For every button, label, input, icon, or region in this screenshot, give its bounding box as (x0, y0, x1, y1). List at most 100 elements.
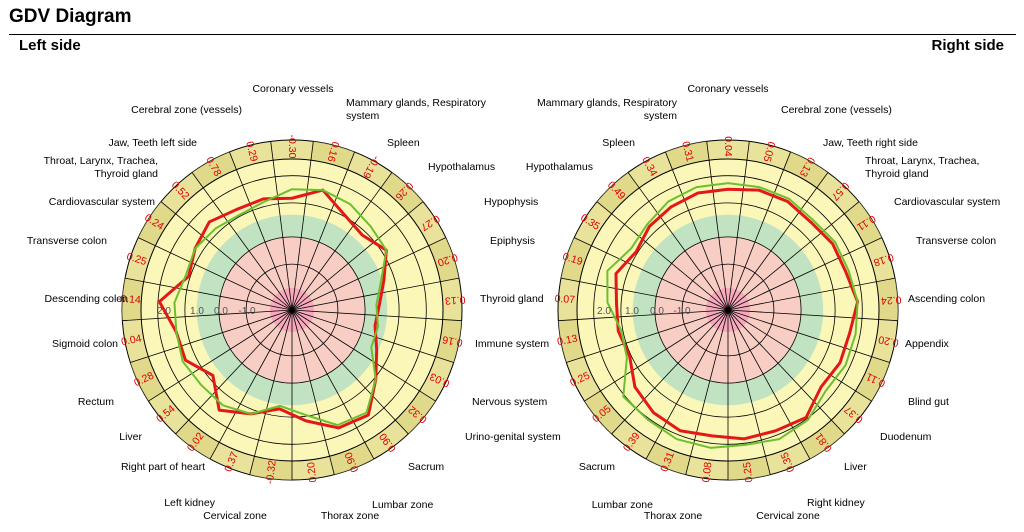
sector-label: Cerebral zone (vessels) (781, 104, 892, 116)
sector-value: 0.25 (741, 461, 755, 483)
sector-divider (291, 309, 335, 475)
rim-sector-shade (855, 356, 890, 402)
scale-label: -1.0 (238, 306, 256, 317)
sector-divider (645, 309, 729, 460)
rim-sector-shade (597, 172, 640, 214)
sector-label: Sacrum (579, 461, 615, 473)
right-side-radar-chart: 0.040.310.340.490.350.190.070.130.250.05… (526, 83, 1001, 522)
sector-divider (627, 172, 729, 311)
scale-label: 0.0 (650, 306, 664, 317)
sector-label: Liver (844, 461, 867, 473)
sector-divider (685, 309, 729, 475)
sector-label: Lumbar zone (372, 499, 433, 511)
sector-label: Thyroid gland (480, 293, 544, 305)
sector-label: Cerebral zone (vessels) (131, 104, 242, 116)
sector-label: Ascending colon (908, 293, 985, 305)
sector-divider (727, 309, 811, 460)
sector-label-line2: system (346, 110, 380, 122)
sector-label-line2: Thyroid gland (865, 168, 929, 180)
sector-label: Immune system (475, 338, 549, 350)
sector-value: 0.08 (700, 461, 714, 483)
scale-label: 1.0 (190, 306, 204, 317)
sector-divider (160, 201, 293, 311)
sector-divider (291, 309, 409, 435)
sector-value: -0.32 (264, 459, 279, 484)
sector-label: Descending colon (45, 293, 129, 305)
left-side-heading: Left side (19, 37, 81, 54)
sector-divider (209, 309, 293, 460)
sector-label: Left kidney (164, 497, 216, 509)
page-title: GDV Diagram (9, 6, 132, 27)
sector-label: Throat, Larynx, Trachea, (865, 155, 979, 167)
sector-label: Jaw, Teeth right side (823, 137, 918, 149)
sector-divider (611, 309, 729, 435)
sector-value: 0.16 (441, 333, 463, 349)
sector-divider (727, 172, 829, 311)
sector-label-line2: system (644, 110, 678, 122)
sector-label: Sacrum (408, 461, 444, 473)
sector-divider (130, 309, 293, 363)
sector-divider (727, 309, 890, 363)
title-divider (9, 34, 1016, 35)
sector-divider (558, 309, 729, 322)
sector-divider (291, 309, 436, 402)
sector-divider (148, 309, 293, 402)
sector-label: Jaw, Teeth left side (108, 137, 197, 149)
sector-label: Transverse colon (916, 235, 996, 247)
sector-divider (122, 309, 293, 322)
sector-divider (727, 141, 750, 311)
sector-divider (291, 151, 355, 311)
sector-divider (291, 309, 454, 363)
green-series-line (173, 188, 388, 427)
scale-label: 1.0 (625, 306, 639, 317)
sector-label: Hypothalamus (526, 161, 593, 173)
rim-sector-shade (138, 201, 176, 246)
sector-divider (727, 277, 896, 311)
sector-divider (665, 151, 729, 311)
rim-sector-shade (329, 442, 374, 475)
sector-label: Mammary glands, Respiratory (346, 97, 487, 109)
sector-label: Cervical zone (756, 510, 820, 522)
sector-value: 0.16 (324, 140, 341, 163)
sector-divider (175, 309, 293, 435)
sector-value: 0.20 (877, 333, 899, 349)
rim-sector-shade (646, 442, 691, 475)
sector-value: 0.13 (444, 293, 465, 306)
scale-label: 2.0 (597, 306, 611, 317)
sector-label: Epiphysis (490, 235, 535, 247)
rim-sector-shade (395, 390, 436, 434)
rim-sector-shade (728, 456, 771, 480)
sector-divider (727, 237, 882, 311)
sector-divider (291, 201, 424, 311)
sector-label: Liver (119, 431, 142, 443)
sector-label: Spleen (602, 137, 635, 149)
sector-divider (574, 237, 729, 311)
sector-divider (229, 151, 293, 311)
sector-divider (560, 277, 729, 311)
sector-label: Sigmoid colon (52, 338, 118, 350)
right-side-heading: Right side (931, 37, 1004, 54)
scale-label: -1.0 (673, 306, 691, 317)
left-side-radar-chart: -0.30 0.16-0.190.260.270.200.130.160.030.… (27, 83, 561, 522)
sector-label: Spleen (387, 137, 420, 149)
sector-divider (270, 141, 293, 311)
rim-sector-shade (130, 356, 165, 402)
green-series-line (606, 182, 859, 449)
sector-divider (138, 237, 293, 311)
sector-divider (727, 151, 791, 311)
sector-value: 0.05 (760, 140, 777, 163)
sector-label: Coronary vessels (687, 83, 768, 95)
rim-sector-shade (380, 172, 423, 214)
sector-label: Duodenum (880, 431, 932, 443)
sector-divider (706, 141, 729, 311)
sector-divider (727, 309, 898, 322)
rim-sector-shade (428, 237, 459, 282)
sector-label-line2: Thyroid gland (94, 168, 158, 180)
scale-label: 0.0 (214, 306, 228, 317)
sector-divider (727, 309, 771, 475)
sector-value: 0.04 (722, 136, 734, 157)
sector-divider (727, 201, 860, 311)
sector-value: -0.30 (286, 135, 298, 159)
sector-label: Blind gut (908, 396, 949, 408)
